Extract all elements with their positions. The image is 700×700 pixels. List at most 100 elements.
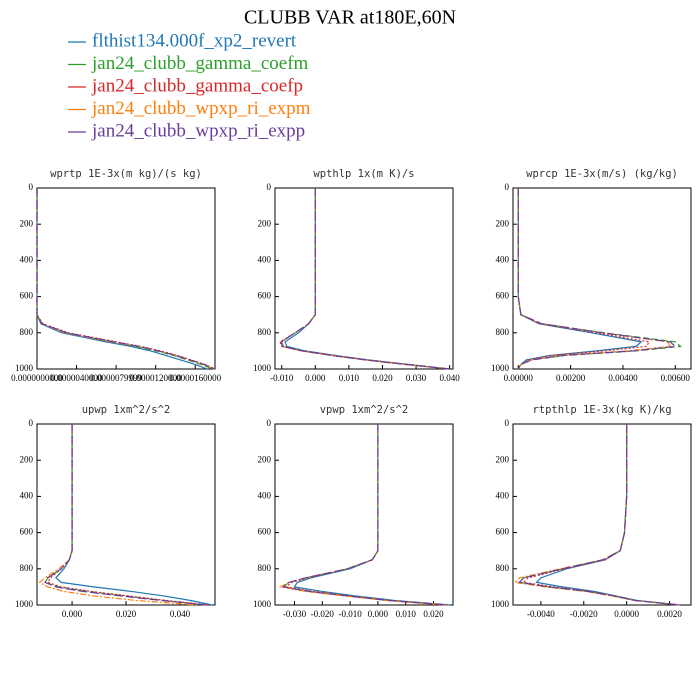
x-tick-label: 0.00200 [556, 373, 586, 383]
y-tick-label: 600 [20, 291, 34, 301]
plot-frame [36, 423, 216, 606]
plot-frame [512, 423, 692, 606]
x-tick-label: 0.00400 [608, 373, 638, 383]
legend-label: jan24_clubb_gamma_coefm [91, 53, 309, 74]
x-tick-label: -0.020 [311, 609, 335, 619]
x-tick-label: 0.00000 [504, 373, 534, 383]
profile-line [517, 188, 677, 370]
y-tick-label: 1000 [15, 363, 34, 373]
x-tick-label: 0.0000040000 [51, 373, 103, 383]
subplot-title: rtpthlp 1E-3x(kg K)/kg [532, 404, 671, 416]
x-tick-label: 0.000 [368, 609, 389, 619]
x-tick-label: 0.010 [396, 609, 417, 619]
y-tick-label: 800 [258, 327, 272, 337]
profile-line [517, 188, 651, 370]
profile-line [36, 188, 216, 370]
y-tick-label: 400 [258, 254, 272, 264]
profile-line [36, 188, 215, 370]
plot-frame [274, 423, 454, 606]
x-tick-label: 0.020 [116, 609, 137, 619]
y-tick-label: 200 [20, 454, 34, 464]
y-tick-label: 200 [496, 454, 510, 464]
y-tick-label: 800 [258, 563, 272, 573]
y-tick-label: 600 [496, 291, 510, 301]
y-tick-label: 1000 [491, 363, 510, 373]
y-tick-label: 0 [29, 182, 34, 192]
subplot-title: upwp 1xm^2/s^2 [82, 404, 171, 416]
profile-line [279, 188, 450, 370]
x-tick-label: -0.030 [283, 609, 307, 619]
plot-frame [36, 187, 216, 370]
profile-line [55, 424, 213, 606]
x-tick-label: 0.0000 [614, 609, 639, 619]
x-tick-label: 0.040 [170, 609, 191, 619]
y-tick-label: 200 [496, 218, 510, 228]
y-tick-label: 1000 [15, 599, 34, 609]
y-tick-label: 400 [20, 254, 34, 264]
x-tick-label: 0.000 [305, 373, 326, 383]
y-tick-label: 600 [496, 527, 510, 537]
y-tick-label: 800 [20, 327, 34, 337]
y-tick-label: 0 [505, 182, 510, 192]
x-tick-label: 0.00600 [661, 373, 691, 383]
x-tick-label: -0.0040 [527, 609, 555, 619]
y-tick-label: 400 [20, 490, 34, 500]
profile-line [281, 188, 450, 370]
x-tick-label: 0.000 [62, 609, 83, 619]
x-tick-label: 0.020 [372, 373, 393, 383]
y-tick-label: 800 [496, 327, 510, 337]
y-tick-label: 0 [267, 182, 272, 192]
figure-title: CLUBB VAR at180E,60N [244, 7, 456, 29]
legend-label: jan24_clubb_wpxp_ri_expp [91, 120, 305, 141]
profile-line [280, 188, 450, 370]
x-tick-label: 0.0000000000 [11, 373, 63, 383]
profile-line [281, 424, 448, 606]
plot-frame [512, 187, 692, 370]
y-tick-label: 600 [258, 291, 272, 301]
profile-line [36, 188, 208, 370]
y-tick-label: 1000 [491, 599, 510, 609]
y-tick-label: 200 [258, 454, 272, 464]
profile-line [517, 188, 682, 370]
x-tick-label: -0.010 [338, 609, 362, 619]
x-tick-label: 0.010 [339, 373, 360, 383]
profile-line [293, 424, 451, 606]
x-tick-label: 0.040 [440, 373, 461, 383]
y-tick-label: 200 [20, 218, 34, 228]
subplot-title: wprtp 1E-3x(m kg)/(s kg) [50, 168, 202, 180]
y-tick-label: 0 [29, 418, 34, 428]
y-tick-label: 800 [496, 563, 510, 573]
profile-line [36, 188, 214, 370]
x-tick-label: -0.0020 [570, 609, 598, 619]
profile-line [513, 424, 681, 606]
y-tick-label: 600 [258, 527, 272, 537]
profile-line [38, 424, 197, 606]
profile-line [518, 424, 681, 606]
x-tick-label: 0.0020 [657, 609, 682, 619]
legend-label: jan24_clubb_gamma_coefp [91, 75, 303, 96]
profile-line [522, 424, 681, 606]
x-tick-label: -0.010 [270, 373, 294, 383]
profile-line [518, 424, 681, 606]
y-tick-label: 800 [20, 563, 34, 573]
y-tick-label: 0 [505, 418, 510, 428]
x-tick-label: 0.020 [423, 609, 444, 619]
y-tick-label: 1000 [253, 599, 272, 609]
x-tick-label: 0.0000120000 [130, 373, 182, 383]
x-tick-label: 0.0000160000 [169, 373, 221, 383]
y-tick-label: 1000 [253, 363, 272, 373]
subplot-title: wpthlp 1x(m K)/s [313, 168, 414, 180]
x-tick-label: 0.0000079999 [90, 373, 142, 383]
y-tick-label: 200 [258, 218, 272, 228]
y-tick-label: 0 [267, 418, 272, 428]
y-tick-label: 400 [258, 490, 272, 500]
legend-label: flthist134.000f_xp2_revert [92, 30, 297, 51]
subplot-title: wprcp 1E-3x(m/s) (kg/kg) [526, 168, 678, 180]
subplot-title: vpwp 1xm^2/s^2 [320, 404, 409, 416]
y-tick-label: 400 [496, 254, 510, 264]
profile-line [36, 188, 216, 370]
y-tick-label: 400 [496, 490, 510, 500]
profile-line [535, 424, 681, 606]
profile-line [517, 188, 643, 370]
